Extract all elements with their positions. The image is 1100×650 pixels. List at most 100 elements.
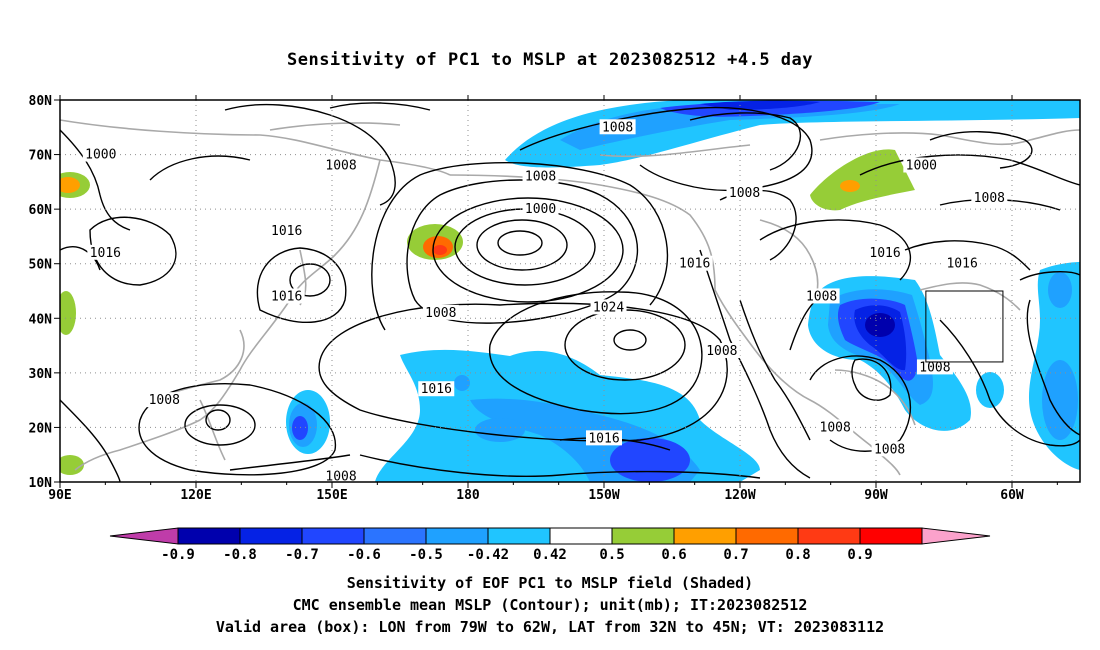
colorbar-label: -0.9	[161, 547, 195, 563]
contour-label: 1008	[602, 120, 633, 135]
contour-label: 1008	[149, 393, 180, 408]
contour-label: 1016	[271, 289, 302, 304]
caption-line-3: Valid area (box): LON from 79W to 62W, L…	[215, 618, 885, 636]
contour-label-bg	[323, 157, 360, 173]
lat-label: 80N	[29, 94, 53, 109]
lon-label: 150E	[316, 488, 347, 503]
caption-line-2: CMC ensemble mean MSLP (Contour); unit(m…	[292, 596, 808, 614]
colorbar-swatch	[611, 527, 675, 545]
caption: Sensitivity of EOF PC1 to MSLP field (Sh…	[0, 572, 1100, 638]
contour-low-inner	[497, 230, 543, 256]
contour-label: 1016	[869, 246, 900, 261]
lat-label: 60N	[29, 203, 53, 218]
contour-label-bg	[871, 441, 908, 457]
lon-label: 120E	[180, 488, 211, 503]
contour-label-bg	[803, 288, 840, 304]
lat-label: 10N	[29, 476, 53, 491]
contour-label: 1008	[729, 186, 760, 201]
colorbar-label: 0.42	[533, 547, 567, 563]
colorbar-swatch	[177, 527, 241, 545]
colorbar-swatch	[549, 527, 613, 545]
colorbar-label: -0.6	[347, 547, 381, 563]
contour-label-bg	[268, 222, 305, 238]
contour-label: 1000	[85, 148, 116, 163]
contour-label-bg	[87, 244, 124, 260]
contour-label-bg	[268, 288, 305, 304]
latitude-labels: 80N 70N 60N 50N 40N 30N 20N 10N	[29, 94, 53, 491]
contour-label: 1016	[90, 246, 121, 261]
lat-label: 70N	[29, 149, 53, 164]
colorbar-swatch	[859, 527, 923, 545]
contour-label: 1016	[421, 382, 452, 397]
colorbar-labels: -0.9 -0.8 -0.7 -0.6 -0.5 -0.42 0.42 0.5 0.6 0.7 0.…	[161, 547, 873, 563]
contour-label: 1008	[919, 360, 950, 375]
contour-label-bg	[944, 255, 981, 271]
contour-label: 1008	[806, 289, 837, 304]
contour-label: 1008	[525, 169, 556, 184]
contour-label: 1008	[325, 158, 356, 173]
colorbar-label: 0.5	[599, 547, 624, 563]
contour-label-bg	[418, 381, 455, 397]
contour-label-bg	[590, 299, 627, 315]
colorbar-swatch	[239, 527, 303, 545]
contour-label: 1016	[946, 257, 977, 272]
contour-label: 1016	[588, 431, 619, 446]
colorbar-label: 0.9	[847, 547, 872, 563]
contour-label: 1008	[325, 470, 356, 485]
contour-label-bg	[971, 190, 1008, 206]
lon-label: 150W	[588, 488, 619, 503]
lon-label: 120W	[724, 488, 755, 503]
lon-label: 180	[456, 488, 480, 503]
colorbar-swatch	[735, 527, 799, 545]
contour-label-bg	[522, 201, 559, 217]
contour-label: 1008	[874, 442, 905, 457]
colorbar-label: -0.8	[223, 547, 257, 563]
axis-ticks	[54, 95, 1058, 488]
colorbar-label: 0.6	[661, 547, 686, 563]
contour-label: 1024	[593, 300, 624, 315]
colorbar-label: -0.7	[285, 547, 319, 563]
contour-label: 1008	[706, 344, 737, 359]
contour-label-bg	[586, 430, 622, 446]
contour-label-bg	[676, 255, 713, 271]
contour-label-bg	[817, 419, 854, 435]
contour-label: 1016	[271, 224, 302, 239]
contour-label-bg	[703, 343, 740, 359]
valid-area-box	[925, 290, 1004, 363]
colorbar-swatch	[363, 527, 427, 545]
colorbar-label: -0.42	[467, 547, 509, 563]
lat-lon-grid	[60, 100, 1080, 482]
colorbar-swatch	[673, 527, 737, 545]
colorbar-swatch	[301, 527, 365, 545]
colorbar-swatch	[487, 527, 551, 545]
lon-label: 90E	[48, 488, 71, 503]
contour-label-bg	[726, 184, 763, 200]
contour-label: 1000	[906, 158, 937, 173]
colorbar-label: 0.8	[785, 547, 810, 563]
contour-label-bg	[422, 304, 459, 320]
colorbar-low-triangle	[109, 527, 179, 545]
map-title: Sensitivity of PC1 to MSLP at 2023082512…	[286, 50, 813, 70]
lat-label: 30N	[29, 367, 53, 382]
contour-label-bg	[903, 157, 940, 173]
contour-label: 1016	[679, 257, 710, 272]
colorbar-label: -0.5	[409, 547, 443, 563]
caption-line-1: Sensitivity of EOF PC1 to MSLP field (Sh…	[346, 574, 754, 592]
contour-label-bg	[867, 244, 904, 260]
longitude-labels: 90E 120E 150E 180 150W 120W 90W 60W	[48, 488, 1024, 503]
contour-label: 1000	[525, 202, 556, 217]
lat-label: 40N	[29, 312, 53, 327]
contour-label: 1008	[820, 420, 851, 435]
map-frame	[59, 99, 1081, 483]
colorbar-swatch	[425, 527, 489, 545]
contour-label-bg	[599, 119, 636, 135]
colorbar-swatch	[797, 527, 861, 545]
contour-label-bg	[323, 468, 360, 482]
contour-label: 1008	[425, 306, 456, 321]
contour-label-bg	[916, 359, 953, 375]
contour-label-bg	[146, 392, 183, 408]
contour-label-bg	[82, 146, 119, 162]
lat-label: 20N	[29, 421, 53, 436]
contour-label: 1008	[974, 191, 1005, 206]
